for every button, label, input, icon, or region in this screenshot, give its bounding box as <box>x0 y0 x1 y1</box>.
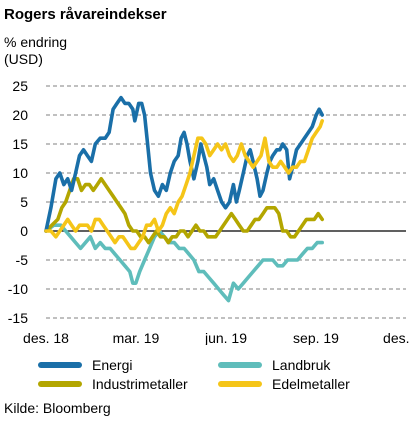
legend-swatch-industrimetaller <box>38 381 82 387</box>
y-axis-label: % endring <box>4 34 68 50</box>
legend-label-industrimetaller: Industrimetaller <box>92 376 188 392</box>
legend-item-industrimetaller: Industrimetaller <box>38 376 188 392</box>
y-tick-label: 15 <box>12 136 28 152</box>
legend-swatch-landbruk <box>218 362 262 368</box>
y-tick-label: 20 <box>12 107 28 123</box>
y-tick-label: 10 <box>12 165 28 181</box>
legend-item-edelmetaller: Edelmetaller <box>218 376 350 392</box>
y-tick-label: -15 <box>8 310 28 326</box>
legend-item-landbruk: Landbruk <box>218 357 330 373</box>
source-note: Kilde: Bloomberg <box>4 400 111 416</box>
y-tick-label: 5 <box>20 194 28 210</box>
legend-swatch-energi <box>38 362 82 368</box>
series-line-landbruk <box>44 223 325 303</box>
series-line-edelmetaller <box>44 119 325 251</box>
legend-swatch-edelmetaller <box>218 381 262 387</box>
legend-label-edelmetaller: Edelmetaller <box>272 376 350 392</box>
legend-label-energi: Energi <box>92 357 133 373</box>
gridlines <box>46 85 406 319</box>
series-lines <box>44 95 325 303</box>
y-tick-label: 0 <box>20 223 28 239</box>
y-tick-label: -10 <box>8 281 28 297</box>
y-tick-label: 25 <box>12 78 28 94</box>
legend-label-landbruk: Landbruk <box>272 357 331 373</box>
x-tick-label: des. 19 <box>383 330 412 345</box>
y-axis-unit-label: (USD) <box>4 51 43 67</box>
legend: Energi Landbruk Industrimetaller Edelmet… <box>0 350 412 396</box>
line-chart: 25 20 15 10 5 0 -5 -10 -15 des. 18 mar. 19 jun. 19… <box>8 78 412 345</box>
x-tick-label: jun. 19 <box>204 330 247 345</box>
x-tick-labels: des. 18 mar. 19 jun. 19 sep. 19 des. 19 <box>23 330 412 345</box>
x-tick-label: des. 18 <box>23 330 69 345</box>
y-tick-label: -5 <box>16 252 29 268</box>
series-line-energi <box>44 95 325 233</box>
x-tick-label: mar. 19 <box>113 330 160 345</box>
x-tick-label: sep. 19 <box>293 330 339 345</box>
series-line-industrimetaller <box>44 177 325 245</box>
chart-title: Rogers råvareindekser <box>4 6 167 23</box>
legend-item-energi: Energi <box>38 357 132 373</box>
y-tick-labels: 25 20 15 10 5 0 -5 -10 -15 <box>8 78 28 326</box>
